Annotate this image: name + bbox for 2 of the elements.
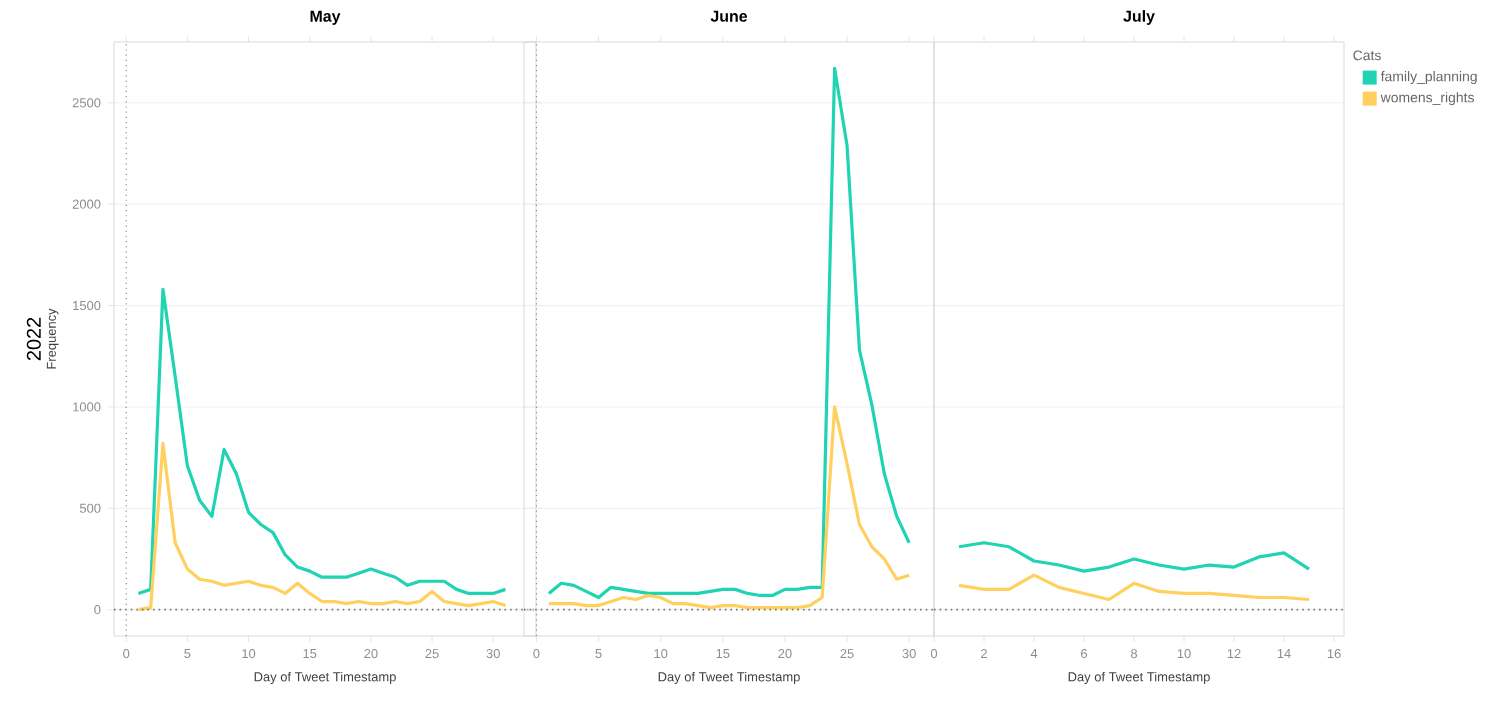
line-series [136, 441, 508, 612]
text: 2022 [26, 317, 41, 361]
